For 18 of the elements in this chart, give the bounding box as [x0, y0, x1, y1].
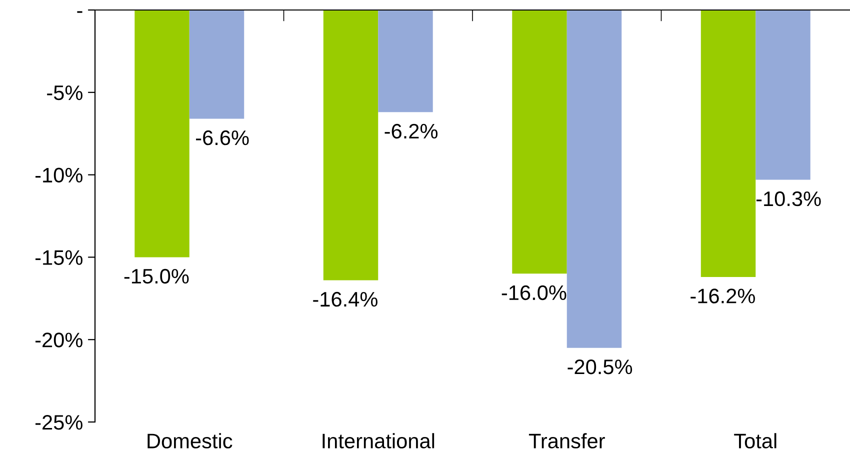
y-tick-label: -20%: [35, 332, 82, 348]
data-label: -6.6%: [196, 130, 249, 146]
x-tick-label: Transfer: [528, 433, 605, 448]
y-tick-label: -10%: [35, 168, 82, 183]
x-tick-label: International: [322, 433, 434, 448]
data-label: -16.0%: [502, 285, 566, 300]
data-label: -10.3%: [756, 191, 821, 206]
data-label: -16.2%: [690, 288, 755, 304]
x-tick-label: Total: [734, 433, 776, 448]
y-tick-label: -: [77, 11, 82, 13]
y-tick-label: -25%: [35, 415, 82, 430]
x-tick-label: Domestic: [148, 433, 232, 448]
y-tick-label: -5%: [47, 85, 82, 100]
data-label: -15.0%: [124, 268, 189, 284]
data-label: -16.4%: [313, 292, 378, 307]
data-label: -20.5%: [568, 360, 632, 374]
y-tick-label: -15%: [35, 250, 82, 265]
data-label: -6.2%: [384, 124, 438, 139]
